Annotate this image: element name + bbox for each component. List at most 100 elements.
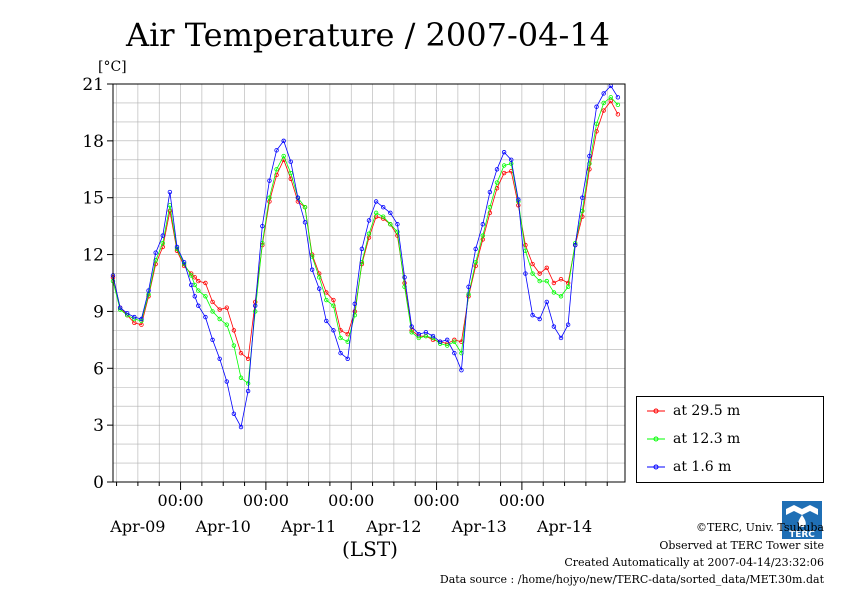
data-point <box>402 275 407 280</box>
legend-item-12-3m: at 12.3 m <box>647 429 740 449</box>
legend-label: at 1.6 m <box>673 459 732 475</box>
data-point <box>587 161 592 166</box>
data-point <box>395 222 400 227</box>
legend-swatch-blue <box>647 464 665 470</box>
data-point <box>466 292 471 297</box>
series-line <box>112 100 619 360</box>
data-point <box>473 246 478 252</box>
data-point <box>452 339 457 344</box>
data-point <box>480 222 485 227</box>
data-point <box>260 223 265 229</box>
data-point <box>601 108 606 113</box>
data-point <box>324 290 329 295</box>
data-point <box>238 375 244 380</box>
data-point <box>245 381 251 386</box>
credit-copyright: ©TERC, Univ. Tsukuba <box>695 521 824 534</box>
data-point <box>189 273 194 278</box>
series-line <box>112 96 619 385</box>
chart-title: Air Temperature / 2007-04-14 <box>125 16 610 54</box>
data-point <box>324 318 329 324</box>
data-point <box>160 240 165 246</box>
data-point <box>274 148 279 153</box>
data-point <box>537 271 542 276</box>
data-point <box>565 322 571 327</box>
x-axis-label: (LST) <box>342 537 398 561</box>
y-tick-label: 0 <box>93 473 104 493</box>
data-point <box>181 259 187 265</box>
data-point <box>245 388 251 394</box>
data-point <box>558 277 564 282</box>
data-point <box>210 309 215 314</box>
data-point <box>231 343 237 348</box>
data-point <box>331 297 336 303</box>
data-point <box>615 112 621 117</box>
x-date-label: Apr-09 <box>109 517 165 536</box>
legend-swatch-green <box>647 436 665 442</box>
data-point <box>196 303 201 308</box>
data-point <box>558 335 564 341</box>
data-point <box>288 159 293 164</box>
data-point <box>153 250 158 255</box>
data-point <box>523 271 528 276</box>
series-1 <box>110 95 621 386</box>
data-point <box>494 180 500 185</box>
data-point <box>430 333 436 339</box>
data-point <box>317 286 322 291</box>
data-point <box>217 316 222 322</box>
y-tick-label: 9 <box>93 302 104 322</box>
data-point <box>274 167 279 172</box>
x-date-label: Apr-12 <box>365 517 421 536</box>
data-point <box>231 328 237 333</box>
x-time-label: 00:00 <box>328 491 374 510</box>
data-point <box>231 411 237 416</box>
data-point <box>132 314 137 320</box>
data-point <box>615 95 621 100</box>
plot-frame <box>112 83 626 483</box>
data-point <box>501 170 507 176</box>
data-point <box>601 100 606 106</box>
data-point <box>530 313 535 318</box>
data-point <box>594 129 599 134</box>
data-point <box>587 167 592 172</box>
data-point <box>381 214 386 219</box>
data-point <box>373 199 379 204</box>
data-point <box>345 339 350 344</box>
data-point <box>373 210 379 216</box>
data-point <box>487 189 493 195</box>
data-point <box>167 189 173 195</box>
data-point <box>224 322 229 327</box>
data-point <box>331 328 336 333</box>
data-point <box>203 280 208 286</box>
data-point <box>146 288 151 293</box>
x-date-label: Apr-13 <box>451 517 507 536</box>
y-axis-ticks: 0 3 6 9 12 15 18 21 <box>82 75 113 493</box>
legend-label: at 12.3 m <box>673 431 741 447</box>
data-point <box>459 367 464 373</box>
data-point <box>302 220 308 225</box>
data-point <box>217 356 222 362</box>
data-point <box>309 267 315 272</box>
data-point <box>473 259 478 265</box>
data-point <box>338 350 343 356</box>
data-point <box>423 330 429 335</box>
data-point <box>324 297 329 303</box>
data-point <box>366 218 372 223</box>
data-point <box>437 339 443 344</box>
y-axis-unit-label: [°C] <box>98 59 127 75</box>
data-point <box>302 204 308 210</box>
data-point <box>238 424 244 430</box>
data-point <box>580 195 585 200</box>
data-point <box>565 284 571 289</box>
data-point <box>189 282 194 288</box>
data-point <box>530 271 535 276</box>
data-point <box>352 301 357 307</box>
data-point <box>530 261 535 267</box>
data-point <box>224 305 229 310</box>
y-tick-label: 18 <box>82 132 104 152</box>
series-2 <box>110 83 621 430</box>
data-point <box>167 208 173 214</box>
data-point <box>174 244 180 250</box>
credit-created: Created Automatically at 2007-04-14/23:3… <box>564 556 824 569</box>
data-point <box>388 210 393 216</box>
data-point <box>509 157 514 163</box>
